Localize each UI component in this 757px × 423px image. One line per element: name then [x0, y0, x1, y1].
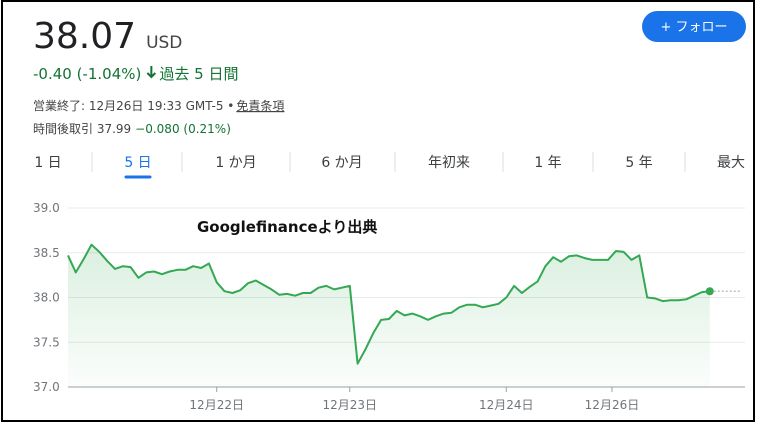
- after-hours-label: 時間後取引 37.99: [33, 122, 131, 136]
- disclaimer-link[interactable]: 免責条項: [236, 98, 284, 113]
- y-tick-label: 38.0: [33, 291, 60, 305]
- y-tick-label: 38.5: [33, 246, 60, 260]
- period: 過去 5 日間: [159, 65, 238, 83]
- follow-button[interactable]: + フォロー: [642, 11, 746, 42]
- range-tab[interactable]: 6 か月: [321, 155, 362, 171]
- change: -0.40 (-1.04%): [33, 65, 141, 83]
- after-hours-change: −0.080 (0.21%): [135, 122, 231, 136]
- last-point: [705, 287, 714, 296]
- range-tab[interactable]: 最大: [717, 155, 745, 171]
- market-closed: 営業終了: 12月26日 19:33 GMT-5 •: [33, 98, 234, 113]
- y-tick-label: 37.5: [33, 335, 60, 349]
- range-tab[interactable]: 5 年: [625, 155, 652, 171]
- down-arrow: [146, 66, 157, 79]
- follow-button-bg[interactable]: [642, 11, 746, 42]
- price: 38.07: [33, 16, 136, 57]
- range-tab[interactable]: 5 日: [124, 155, 151, 171]
- range-tab[interactable]: 1 か月: [215, 155, 256, 171]
- x-tick-label: 12月26日: [585, 398, 640, 412]
- range-tab[interactable]: 年初来: [428, 154, 470, 171]
- price-line: [67, 243, 710, 365]
- currency: USD: [146, 33, 182, 53]
- x-tick-label: 12月23日: [322, 398, 377, 412]
- area: [68, 244, 710, 387]
- x-tick-label: 12月24日: [479, 398, 534, 412]
- y-tick-label: 37.0: [33, 380, 60, 394]
- watermark: Googlefinanceより出典: [197, 218, 377, 236]
- range-tab[interactable]: 1 日: [34, 155, 61, 171]
- x-tick-label: 12月22日: [189, 398, 244, 412]
- follow-button-label[interactable]: + フォロー: [660, 20, 727, 35]
- y-tick-label: 39.0: [33, 201, 60, 215]
- range-tab[interactable]: 1 年: [534, 155, 561, 171]
